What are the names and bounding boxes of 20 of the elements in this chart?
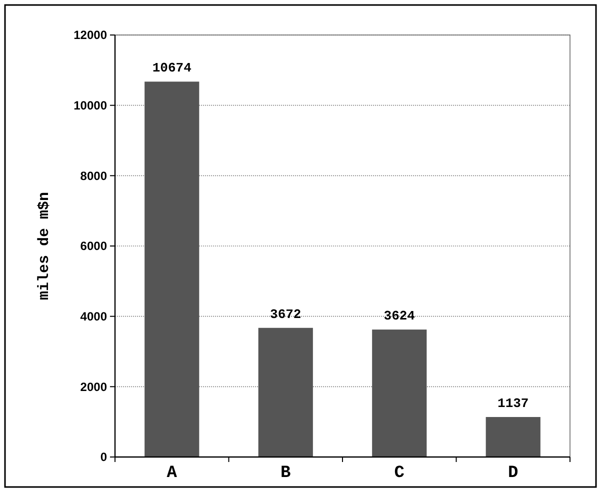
data-label: 3624 (384, 308, 416, 324)
y-tick-label: 2000 (80, 380, 108, 394)
y-tick-label: 8000 (80, 168, 108, 183)
y-axis-title: miles de m$n (36, 192, 53, 300)
bar (486, 417, 540, 457)
x-tick-label: A (166, 464, 178, 483)
x-tick-label: C (394, 464, 404, 483)
y-tick-label: 4000 (80, 310, 108, 324)
y-tick-label: 6000 (80, 239, 108, 254)
y-tick-label: 0 (100, 450, 108, 464)
bar (144, 82, 200, 457)
data-label: 10674 (152, 60, 192, 76)
y-tick-label: 12000 (74, 28, 108, 42)
bar (372, 330, 427, 457)
data-label: 1137 (498, 396, 529, 412)
bar (258, 328, 313, 457)
data-label: 3672 (270, 306, 302, 322)
y-tick-label: 10000 (74, 98, 108, 113)
x-tick-label: B (280, 464, 291, 483)
x-tick-label: D (508, 464, 518, 483)
